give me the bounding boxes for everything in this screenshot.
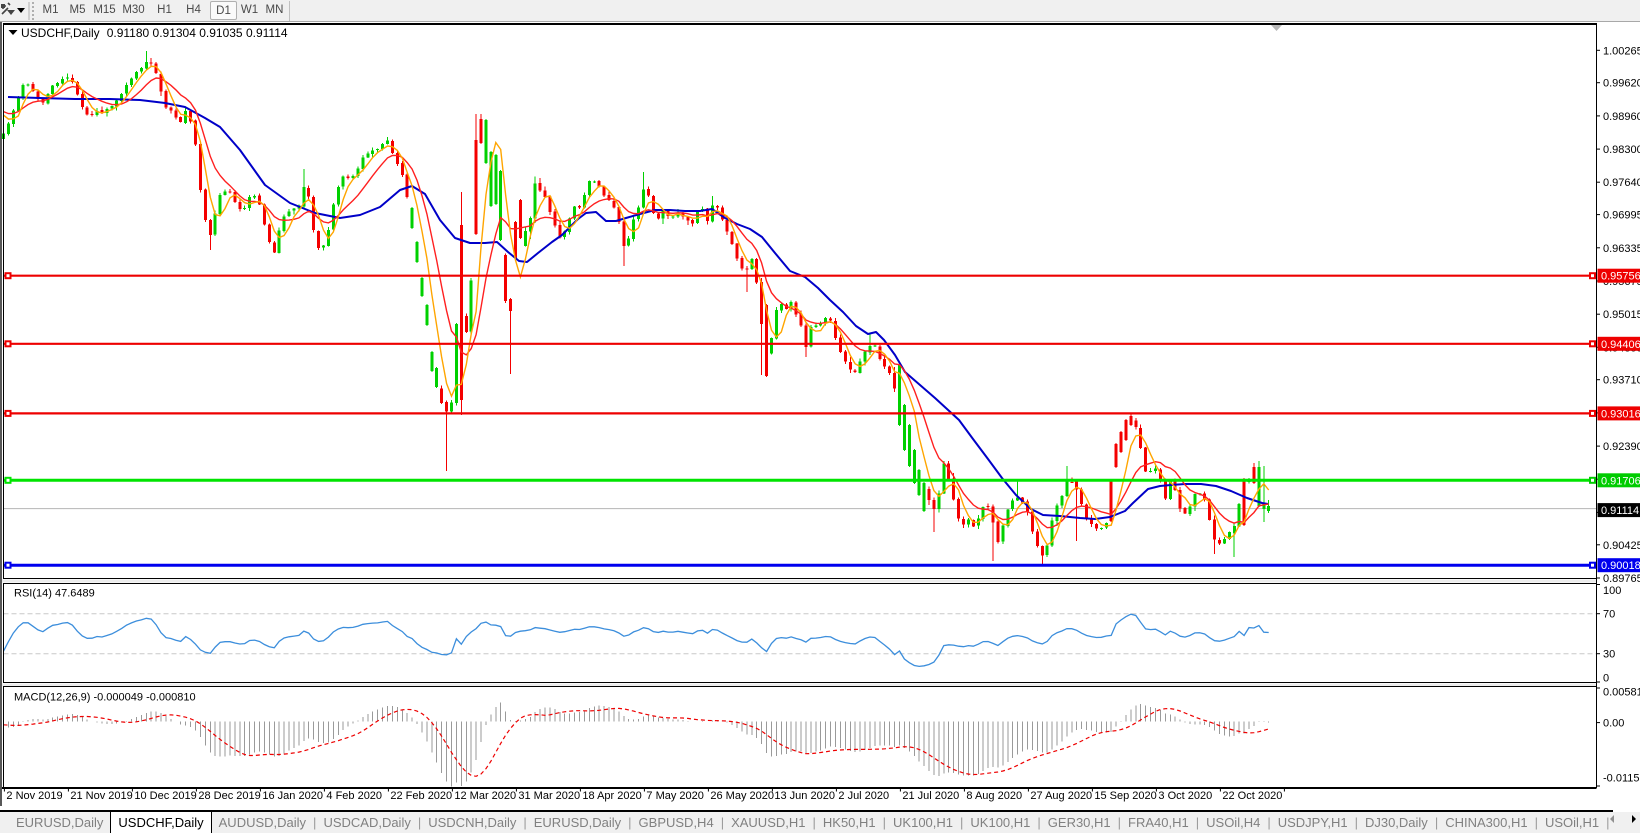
svg-text:30: 30 bbox=[1603, 649, 1615, 661]
svg-text:8 Aug 2020: 8 Aug 2020 bbox=[966, 790, 1022, 802]
svg-text:2 Nov 2019: 2 Nov 2019 bbox=[6, 790, 62, 802]
svg-text:0.00: 0.00 bbox=[1603, 718, 1624, 730]
svg-text:13 Jun 2020: 13 Jun 2020 bbox=[774, 790, 835, 802]
svg-text:0.98960: 0.98960 bbox=[1603, 111, 1640, 123]
svg-text:28 Dec 2019: 28 Dec 2019 bbox=[198, 790, 260, 802]
svg-text:21 Nov 2019: 21 Nov 2019 bbox=[70, 790, 132, 802]
svg-text:0.93710: 0.93710 bbox=[1603, 375, 1640, 387]
svg-text:0.96335: 0.96335 bbox=[1603, 243, 1640, 255]
svg-text:0.005818: 0.005818 bbox=[1603, 686, 1640, 698]
svg-text:0: 0 bbox=[1603, 672, 1609, 684]
svg-text:3 Oct 2020: 3 Oct 2020 bbox=[1158, 790, 1212, 802]
svg-text:MACD(12,26,9) -0.000049 -0.000: MACD(12,26,9) -0.000049 -0.000810 bbox=[14, 692, 196, 704]
svg-text:21 Jul 2020: 21 Jul 2020 bbox=[902, 790, 959, 802]
svg-text:26 May 2020: 26 May 2020 bbox=[710, 790, 774, 802]
svg-text:12 Mar 2020: 12 Mar 2020 bbox=[454, 790, 516, 802]
svg-text:0.89765: 0.89765 bbox=[1603, 573, 1640, 585]
svg-text:31 Mar 2020: 31 Mar 2020 bbox=[518, 790, 580, 802]
svg-text:0.91706: 0.91706 bbox=[1601, 475, 1640, 487]
svg-text:0.90425: 0.90425 bbox=[1603, 540, 1640, 552]
svg-text:0.99620: 0.99620 bbox=[1603, 78, 1640, 90]
svg-text:22 Feb 2020: 22 Feb 2020 bbox=[390, 790, 452, 802]
svg-text:22 Oct 2020: 22 Oct 2020 bbox=[1222, 790, 1282, 802]
svg-text:15 Sep 2020: 15 Sep 2020 bbox=[1094, 790, 1156, 802]
svg-text:0.98300: 0.98300 bbox=[1603, 144, 1640, 156]
svg-text:7 May 2020: 7 May 2020 bbox=[646, 790, 703, 802]
svg-text:0.97640: 0.97640 bbox=[1603, 177, 1640, 189]
svg-text:0.96995: 0.96995 bbox=[1603, 210, 1640, 222]
svg-text:18 Apr 2020: 18 Apr 2020 bbox=[582, 790, 641, 802]
svg-text:70: 70 bbox=[1603, 609, 1615, 621]
svg-text:0.95756: 0.95756 bbox=[1601, 271, 1640, 283]
svg-text:27 Aug 2020: 27 Aug 2020 bbox=[1030, 790, 1092, 802]
svg-text:100: 100 bbox=[1603, 585, 1621, 597]
svg-text:0.92390: 0.92390 bbox=[1603, 441, 1640, 453]
svg-text:1.00265: 1.00265 bbox=[1603, 45, 1640, 57]
svg-text:0.94406: 0.94406 bbox=[1601, 339, 1640, 351]
svg-text:-0.011514: -0.011514 bbox=[1603, 773, 1640, 785]
svg-text:4 Feb 2020: 4 Feb 2020 bbox=[326, 790, 382, 802]
svg-text:10 Dec 2019: 10 Dec 2019 bbox=[134, 790, 196, 802]
svg-text:0.90018: 0.90018 bbox=[1601, 560, 1640, 572]
svg-text:2 Jul 2020: 2 Jul 2020 bbox=[838, 790, 889, 802]
svg-text:0.95015: 0.95015 bbox=[1603, 309, 1640, 321]
svg-text:0.91114: 0.91114 bbox=[1601, 505, 1639, 517]
svg-text:0.93016: 0.93016 bbox=[1601, 408, 1640, 420]
svg-text:RSI(14) 47.6489: RSI(14) 47.6489 bbox=[14, 588, 95, 600]
svg-text:16 Jan 2020: 16 Jan 2020 bbox=[262, 790, 323, 802]
